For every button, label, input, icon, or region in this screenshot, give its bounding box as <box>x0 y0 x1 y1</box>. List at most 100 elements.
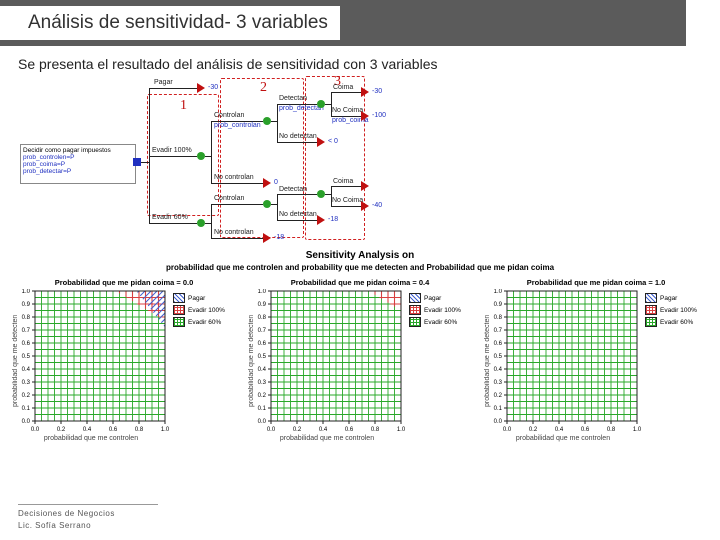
terminal-node-icon <box>361 201 369 211</box>
branch-pagar: Pagar <box>154 79 173 86</box>
val-lt0: < 0 <box>328 138 338 145</box>
y-axis-label: probabilidad que me detecten <box>482 289 491 433</box>
svg-text:0.8: 0.8 <box>607 427 616 433</box>
branch-no-coima: No Coima <box>332 107 363 114</box>
legend-swatch <box>645 305 657 315</box>
svg-text:0.5: 0.5 <box>494 354 503 360</box>
legend-swatch <box>173 317 185 327</box>
svg-text:0.1: 0.1 <box>258 406 267 412</box>
legend-label: Pagar <box>188 295 205 302</box>
branch-no-detectan-60: No detectan <box>279 211 317 218</box>
svg-text:0.1: 0.1 <box>494 406 503 412</box>
svg-text:0.8: 0.8 <box>135 427 144 433</box>
legend-swatch <box>645 317 657 327</box>
val-n18: -18 <box>274 234 284 241</box>
legend-swatch <box>409 305 421 315</box>
sensitivity-chart: 0.00.20.40.60.81.00.00.10.20.30.40.50.60… <box>19 289 169 433</box>
branch-coima: Coima <box>333 84 353 91</box>
sensitivity-chart: 0.00.20.40.60.81.00.00.10.20.30.40.50.60… <box>255 289 405 433</box>
svg-text:0.0: 0.0 <box>258 419 267 425</box>
x-axis-label: probabilidad que me controlen <box>498 435 628 442</box>
svg-text:0.9: 0.9 <box>22 302 31 308</box>
y-axis-label: probabilidad que me detecten <box>246 289 255 433</box>
legend-swatch <box>409 317 421 327</box>
callout-1-label: 1 <box>180 98 187 114</box>
terminal-node-icon <box>361 181 369 191</box>
chart-legend: Pagar Evadir 100% Evadir 60% <box>409 293 461 433</box>
svg-text:0.7: 0.7 <box>22 328 31 334</box>
legend-item: Evadir 60% <box>645 317 697 327</box>
svg-text:1.0: 1.0 <box>161 427 169 433</box>
svg-text:0.4: 0.4 <box>494 367 503 373</box>
terminal-node-icon <box>263 233 271 243</box>
legend-item: Evadir 60% <box>409 317 461 327</box>
sub-prob-controlan: prob_controlan <box>214 122 261 129</box>
svg-text:1.0: 1.0 <box>258 289 267 295</box>
svg-text:0.8: 0.8 <box>494 315 503 321</box>
footer-line1: Decisiones de Negocios <box>18 509 158 518</box>
svg-text:0.8: 0.8 <box>371 427 380 433</box>
panel-title: Probabilidad que me pidan coima = 0.4 <box>246 278 474 287</box>
tree-root-sub2: prob_coima=P <box>23 161 133 168</box>
sensitivity-subtitle: probabilidad que me controlen and probab… <box>0 263 720 272</box>
x-axis-label: probabilidad que me controlen <box>26 435 156 442</box>
svg-text:1.0: 1.0 <box>397 427 405 433</box>
decision-tree: 1 2 3 Decidir como pagar impuestos prob_… <box>20 76 560 244</box>
legend-swatch <box>645 293 657 303</box>
val-n40: -40 <box>372 202 382 209</box>
sensitivity-panel: Probabilidad que me pidan coima = 1.0 pro… <box>482 278 710 442</box>
svg-text:0.9: 0.9 <box>494 302 503 308</box>
svg-text:0.5: 0.5 <box>258 354 267 360</box>
panel-title: Probabilidad que me pidan coima = 0.0 <box>10 278 238 287</box>
svg-text:1.0: 1.0 <box>633 427 641 433</box>
svg-text:0.2: 0.2 <box>22 393 31 399</box>
svg-text:0.3: 0.3 <box>258 380 267 386</box>
sensitivity-panels: Probabilidad que me pidan coima = 0.0 pro… <box>0 278 720 442</box>
svg-text:0.6: 0.6 <box>581 427 590 433</box>
terminal-node-icon <box>361 87 369 97</box>
legend-item: Evadir 100% <box>645 305 697 315</box>
chart-legend: PagarEvadir 100%Evadir 60% <box>173 293 225 433</box>
chance-node-icon <box>263 200 271 208</box>
branch-detectan: Detectan <box>279 95 307 102</box>
legend-swatch <box>173 305 185 315</box>
legend-item: Evadir 60% <box>173 317 225 327</box>
branch-evadir60: Evadir 60% <box>152 214 188 221</box>
svg-text:0.4: 0.4 <box>258 367 267 373</box>
chance-node-icon <box>317 190 325 198</box>
slide-subtitle: Se presenta el resultado del análisis de… <box>18 56 720 72</box>
branch-coima-60: Coima <box>333 178 353 185</box>
chance-node-icon <box>197 219 205 227</box>
svg-text:0.8: 0.8 <box>22 315 31 321</box>
svg-text:0.9: 0.9 <box>258 302 267 308</box>
tree-root: Decidir como pagar impuestos prob_contro… <box>20 144 136 184</box>
svg-text:0.4: 0.4 <box>83 427 92 433</box>
sensitivity-title: Sensitivity Analysis on <box>0 250 720 261</box>
legend-label: Evadir 100% <box>424 307 461 314</box>
svg-text:0.2: 0.2 <box>494 393 503 399</box>
legend-label: Pagar <box>424 295 441 302</box>
chance-node-icon <box>263 117 271 125</box>
slide-footer: Decisiones de Negocios Lic. Sofía Serran… <box>18 504 158 530</box>
svg-text:0.8: 0.8 <box>258 315 267 321</box>
branch-no-coima-60: No Coima <box>332 197 363 204</box>
legend-label: Evadir 60% <box>188 319 221 326</box>
legend-item: Pagar <box>409 293 461 303</box>
branch-no-controlan: No controlan <box>214 174 254 181</box>
tree-root-sub1: prob_controlen=P <box>23 154 133 161</box>
terminal-node-icon <box>197 83 205 93</box>
svg-text:0.7: 0.7 <box>494 328 503 334</box>
decision-node-icon <box>133 158 141 166</box>
panel-title: Probabilidad que me pidan coima = 1.0 <box>482 278 710 287</box>
svg-text:0.6: 0.6 <box>22 341 31 347</box>
branch-no-detectan: No detectan <box>279 133 317 140</box>
svg-text:0.0: 0.0 <box>31 427 40 433</box>
terminal-node-icon <box>317 137 325 147</box>
svg-text:0.6: 0.6 <box>258 341 267 347</box>
branch-evadir100: Evadir 100% <box>152 147 192 154</box>
chance-node-icon <box>317 100 325 108</box>
svg-text:0.2: 0.2 <box>293 427 302 433</box>
tree-root-sub3: prob_detectar=P <box>23 168 133 175</box>
svg-text:0.3: 0.3 <box>494 380 503 386</box>
legend-item: Evadir 100% <box>409 305 461 315</box>
